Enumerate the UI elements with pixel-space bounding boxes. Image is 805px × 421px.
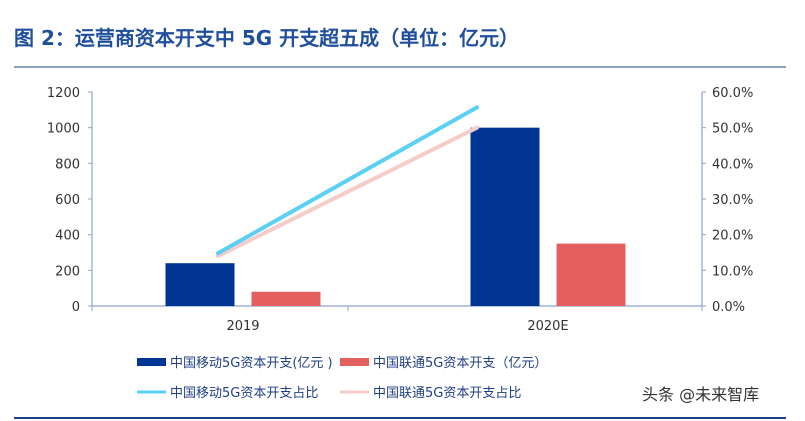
left-tick-label: 200 bbox=[55, 264, 80, 279]
line-china-mobile-share bbox=[216, 105, 479, 256]
legend-label: 中国联通5G资本开支（亿元） bbox=[373, 356, 547, 371]
legend-swatch bbox=[137, 358, 166, 366]
left-tick-label: 400 bbox=[55, 229, 80, 244]
legend-swatch bbox=[340, 358, 369, 366]
right-tick-label: 10.0% bbox=[712, 264, 753, 279]
bar-china-unicom-2020E bbox=[556, 243, 626, 306]
legend-label: 中国移动5G资本开支占比 bbox=[170, 386, 318, 401]
line-china-unicom-share bbox=[216, 125, 479, 259]
left-tick-label: 0 bbox=[72, 300, 80, 315]
bar-china-mobile-2019 bbox=[165, 263, 235, 306]
right-tick-label: 20.0% bbox=[712, 229, 753, 244]
legend-label: 中国移动5G资本开支(亿元 ) bbox=[170, 356, 333, 371]
left-tick-label: 600 bbox=[55, 193, 80, 208]
right-tick-label: 60.0% bbox=[712, 86, 753, 101]
left-tick-label: 800 bbox=[55, 157, 80, 172]
right-tick-label: 30.0% bbox=[712, 193, 753, 208]
x-tick-label: 2019 bbox=[226, 319, 259, 334]
bar-china-unicom-2019 bbox=[251, 291, 321, 306]
title-divider bbox=[14, 66, 786, 68]
bottom-divider bbox=[14, 417, 786, 419]
legend-label: 中国联通5G资本开支占比 bbox=[373, 386, 521, 401]
right-tick-label: 40.0% bbox=[712, 157, 753, 172]
left-tick-label: 1000 bbox=[47, 122, 80, 137]
bar-china-mobile-2020E bbox=[470, 127, 540, 307]
right-tick-label: 50.0% bbox=[712, 122, 753, 137]
figure-title: 图 2：运营商资本开支中 5G 开支超五成（单位：亿元） bbox=[14, 26, 520, 50]
watermark: 头条 @未来智库 bbox=[642, 385, 760, 404]
right-tick-label: 0.0% bbox=[712, 300, 745, 315]
x-tick-label: 2020E bbox=[527, 319, 568, 334]
left-tick-label: 1200 bbox=[47, 86, 80, 101]
